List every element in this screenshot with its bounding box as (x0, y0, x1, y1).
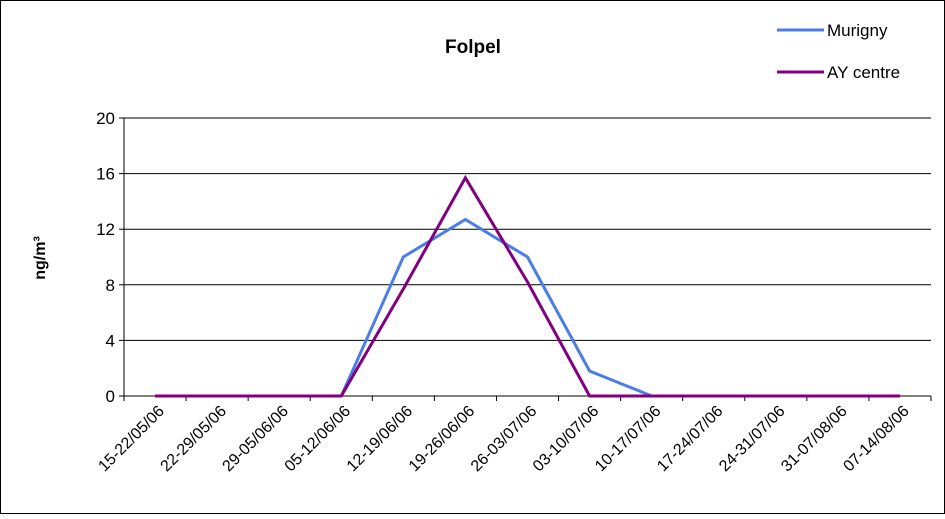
y-tick-label: 8 (106, 276, 115, 295)
y-tick-label: 16 (96, 165, 115, 184)
series-lines (155, 174, 900, 398)
y-tick-label: 4 (106, 331, 115, 350)
y-axis-label: ng/m³ (32, 236, 49, 280)
chart-title: Folpel (445, 37, 501, 58)
legend: Murigny AY centre (777, 21, 900, 82)
y-tick-label: 12 (96, 220, 115, 239)
legend-label: AY centre (827, 63, 900, 82)
y-tick-label: 20 (96, 109, 115, 128)
series-line-ay-centre (155, 174, 900, 398)
legend-label: Murigny (827, 21, 888, 40)
y-tick-label: 0 (106, 387, 115, 406)
